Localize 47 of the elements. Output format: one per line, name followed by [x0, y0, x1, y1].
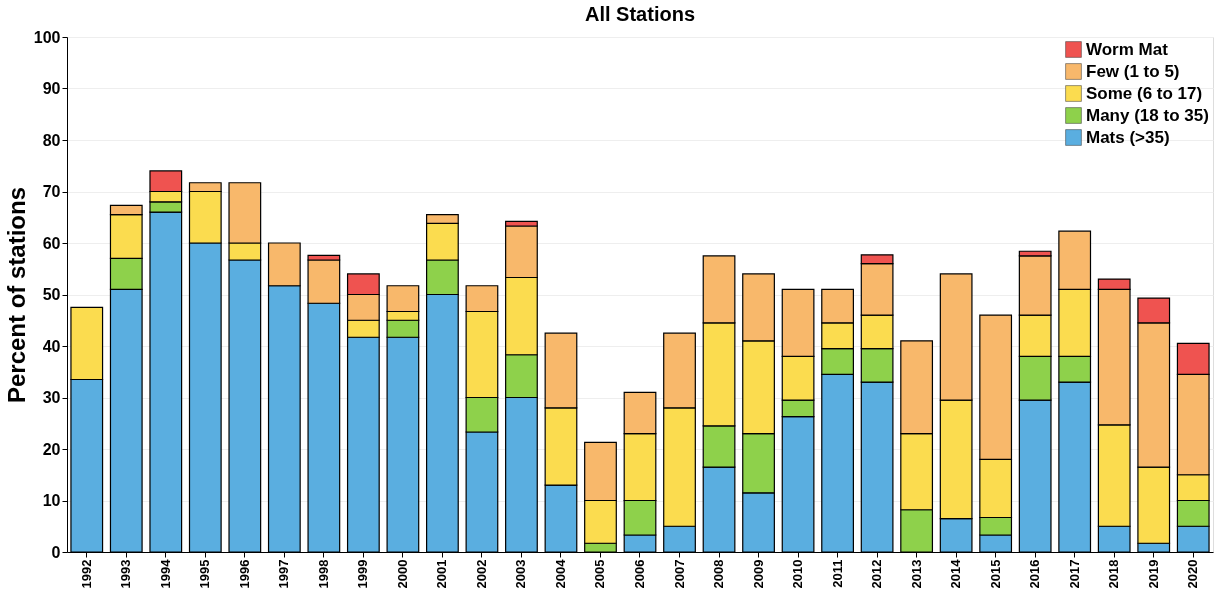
x-tick-label: 1999 — [355, 559, 371, 589]
y-tick-label: 0 — [51, 543, 61, 561]
x-tick-label: 2010 — [790, 559, 806, 589]
x-tick-label: 1995 — [197, 559, 213, 589]
legend-label: Mats (>35) — [1086, 127, 1170, 147]
x-tick-label: 1992 — [78, 559, 94, 589]
x-tick-label: 2001 — [434, 559, 450, 589]
x-tick-label: 2020 — [1185, 559, 1201, 589]
y-tick-label: 100 — [33, 28, 61, 46]
x-tick-label: 2002 — [473, 559, 489, 589]
x-tick-label: 2008 — [711, 559, 727, 589]
x-tick-label: 2009 — [750, 559, 766, 589]
x-tick-label: 1996 — [236, 559, 252, 589]
y-tick-label: 10 — [42, 492, 61, 509]
x-tick-label: 2000 — [394, 559, 410, 589]
x-tick-label: 1997 — [276, 559, 292, 589]
x-tick-label: 2011 — [829, 559, 845, 588]
x-tick-label: 2018 — [1106, 559, 1122, 589]
y-tick-label: 40 — [42, 337, 61, 355]
y-axis-title: Percent of stations — [2, 186, 30, 404]
x-tick-label: 2019 — [1145, 559, 1161, 589]
x-tick-label: 2007 — [671, 559, 687, 589]
x-tick-label: 2014 — [948, 558, 964, 589]
y-tick-label: 50 — [42, 286, 61, 303]
x-tick-label: 2003 — [513, 559, 529, 589]
y-tick-label: 90 — [42, 80, 61, 97]
x-tick-label: 2015 — [987, 559, 1003, 589]
legend-label: Few (1 to 5) — [1086, 61, 1180, 81]
x-tick-label: 2013 — [908, 559, 924, 589]
x-tick-label: 2016 — [1027, 559, 1043, 589]
chart-title: All Stations — [584, 3, 696, 25]
x-tick-label: 2006 — [632, 559, 647, 589]
legend-label: Worm Mat — [1086, 39, 1169, 59]
x-tick-label: 2017 — [1066, 559, 1082, 589]
y-tick-label: 80 — [42, 131, 61, 149]
legend-label: Some (6 to 17) — [1086, 83, 1203, 103]
x-tick-label: 1998 — [315, 559, 331, 589]
y-tick-label: 30 — [42, 389, 61, 406]
x-tick-label: 1993 — [118, 559, 134, 589]
y-tick-label: 70 — [42, 183, 61, 200]
x-tick-label: 2012 — [869, 559, 885, 589]
legend-label: Many (18 to 35) — [1086, 105, 1209, 125]
x-tick-label: 1994 — [157, 558, 173, 589]
x-tick-label: 2005 — [592, 559, 608, 589]
y-tick-label: 60 — [42, 234, 61, 252]
y-tick-label: 20 — [42, 440, 61, 458]
x-tick-label: 2004 — [552, 558, 568, 589]
